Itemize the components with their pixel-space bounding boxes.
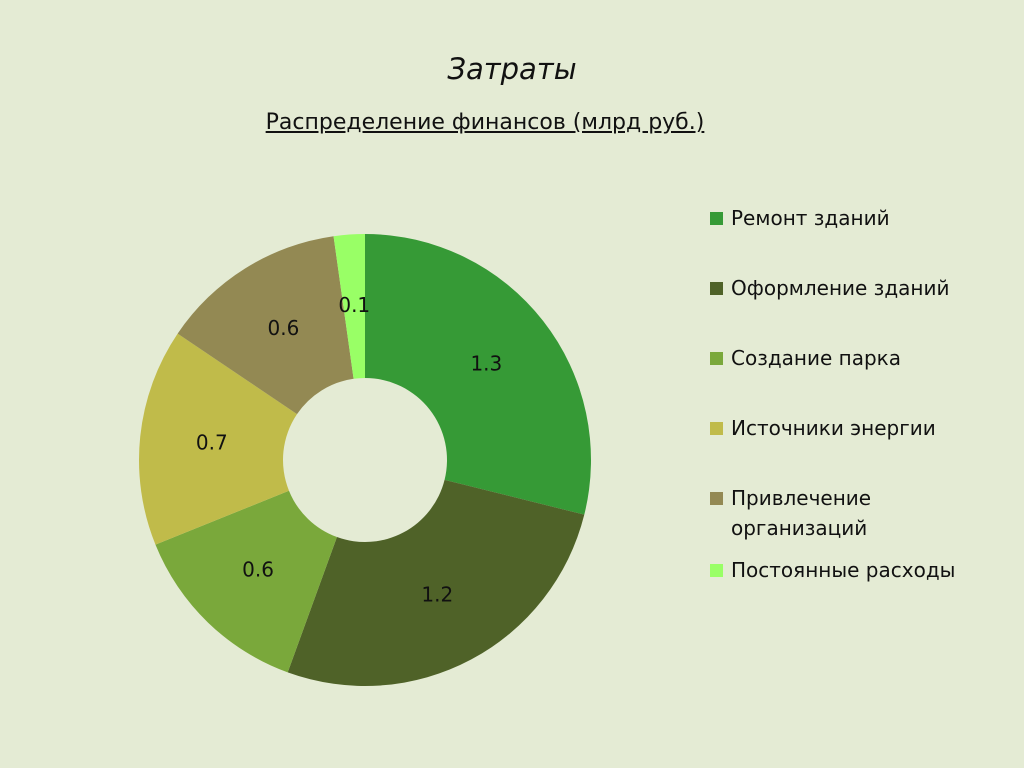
legend-label: Оформление зданий — [731, 276, 950, 300]
legend-label: Источники энергии — [731, 416, 936, 440]
data-label: 0.6 — [267, 316, 299, 340]
data-label: 0.6 — [242, 557, 274, 581]
legend-item: Привлечение организаций — [710, 483, 960, 543]
chart-subtitle: Распределение финансов (млрд руб.) — [265, 110, 705, 135]
legend-swatch — [710, 212, 723, 225]
data-label: 0.7 — [196, 430, 228, 454]
legend-item: Ремонт зданий — [710, 203, 960, 233]
legend-swatch — [710, 282, 723, 295]
data-label: 0.1 — [338, 293, 370, 317]
legend-item: Создание парка — [710, 343, 960, 373]
chart-title: Затраты — [447, 52, 577, 86]
donut-slice — [365, 234, 591, 515]
donut-slice — [287, 479, 585, 686]
data-label: 1.2 — [421, 582, 453, 606]
donut-slice — [333, 234, 365, 379]
legend-label: Создание парка — [731, 346, 902, 370]
donut-slice — [177, 236, 354, 415]
legend-label: Ремонт зданий — [731, 206, 890, 230]
legend-item: Источники энергии — [710, 413, 960, 443]
legend-swatch — [710, 422, 723, 435]
donut-slice — [139, 333, 298, 545]
data-label: 1.3 — [470, 352, 502, 376]
legend-swatch — [710, 492, 723, 505]
legend-swatch — [710, 564, 723, 577]
legend-label: Привлечение организаций — [731, 486, 872, 540]
donut-slice — [155, 490, 337, 673]
legend-label: Постоянные расходы — [731, 558, 956, 582]
legend-item: Оформление зданий — [710, 273, 960, 303]
legend-swatch — [710, 352, 723, 365]
legend-item: Постоянные расходы — [710, 555, 960, 585]
